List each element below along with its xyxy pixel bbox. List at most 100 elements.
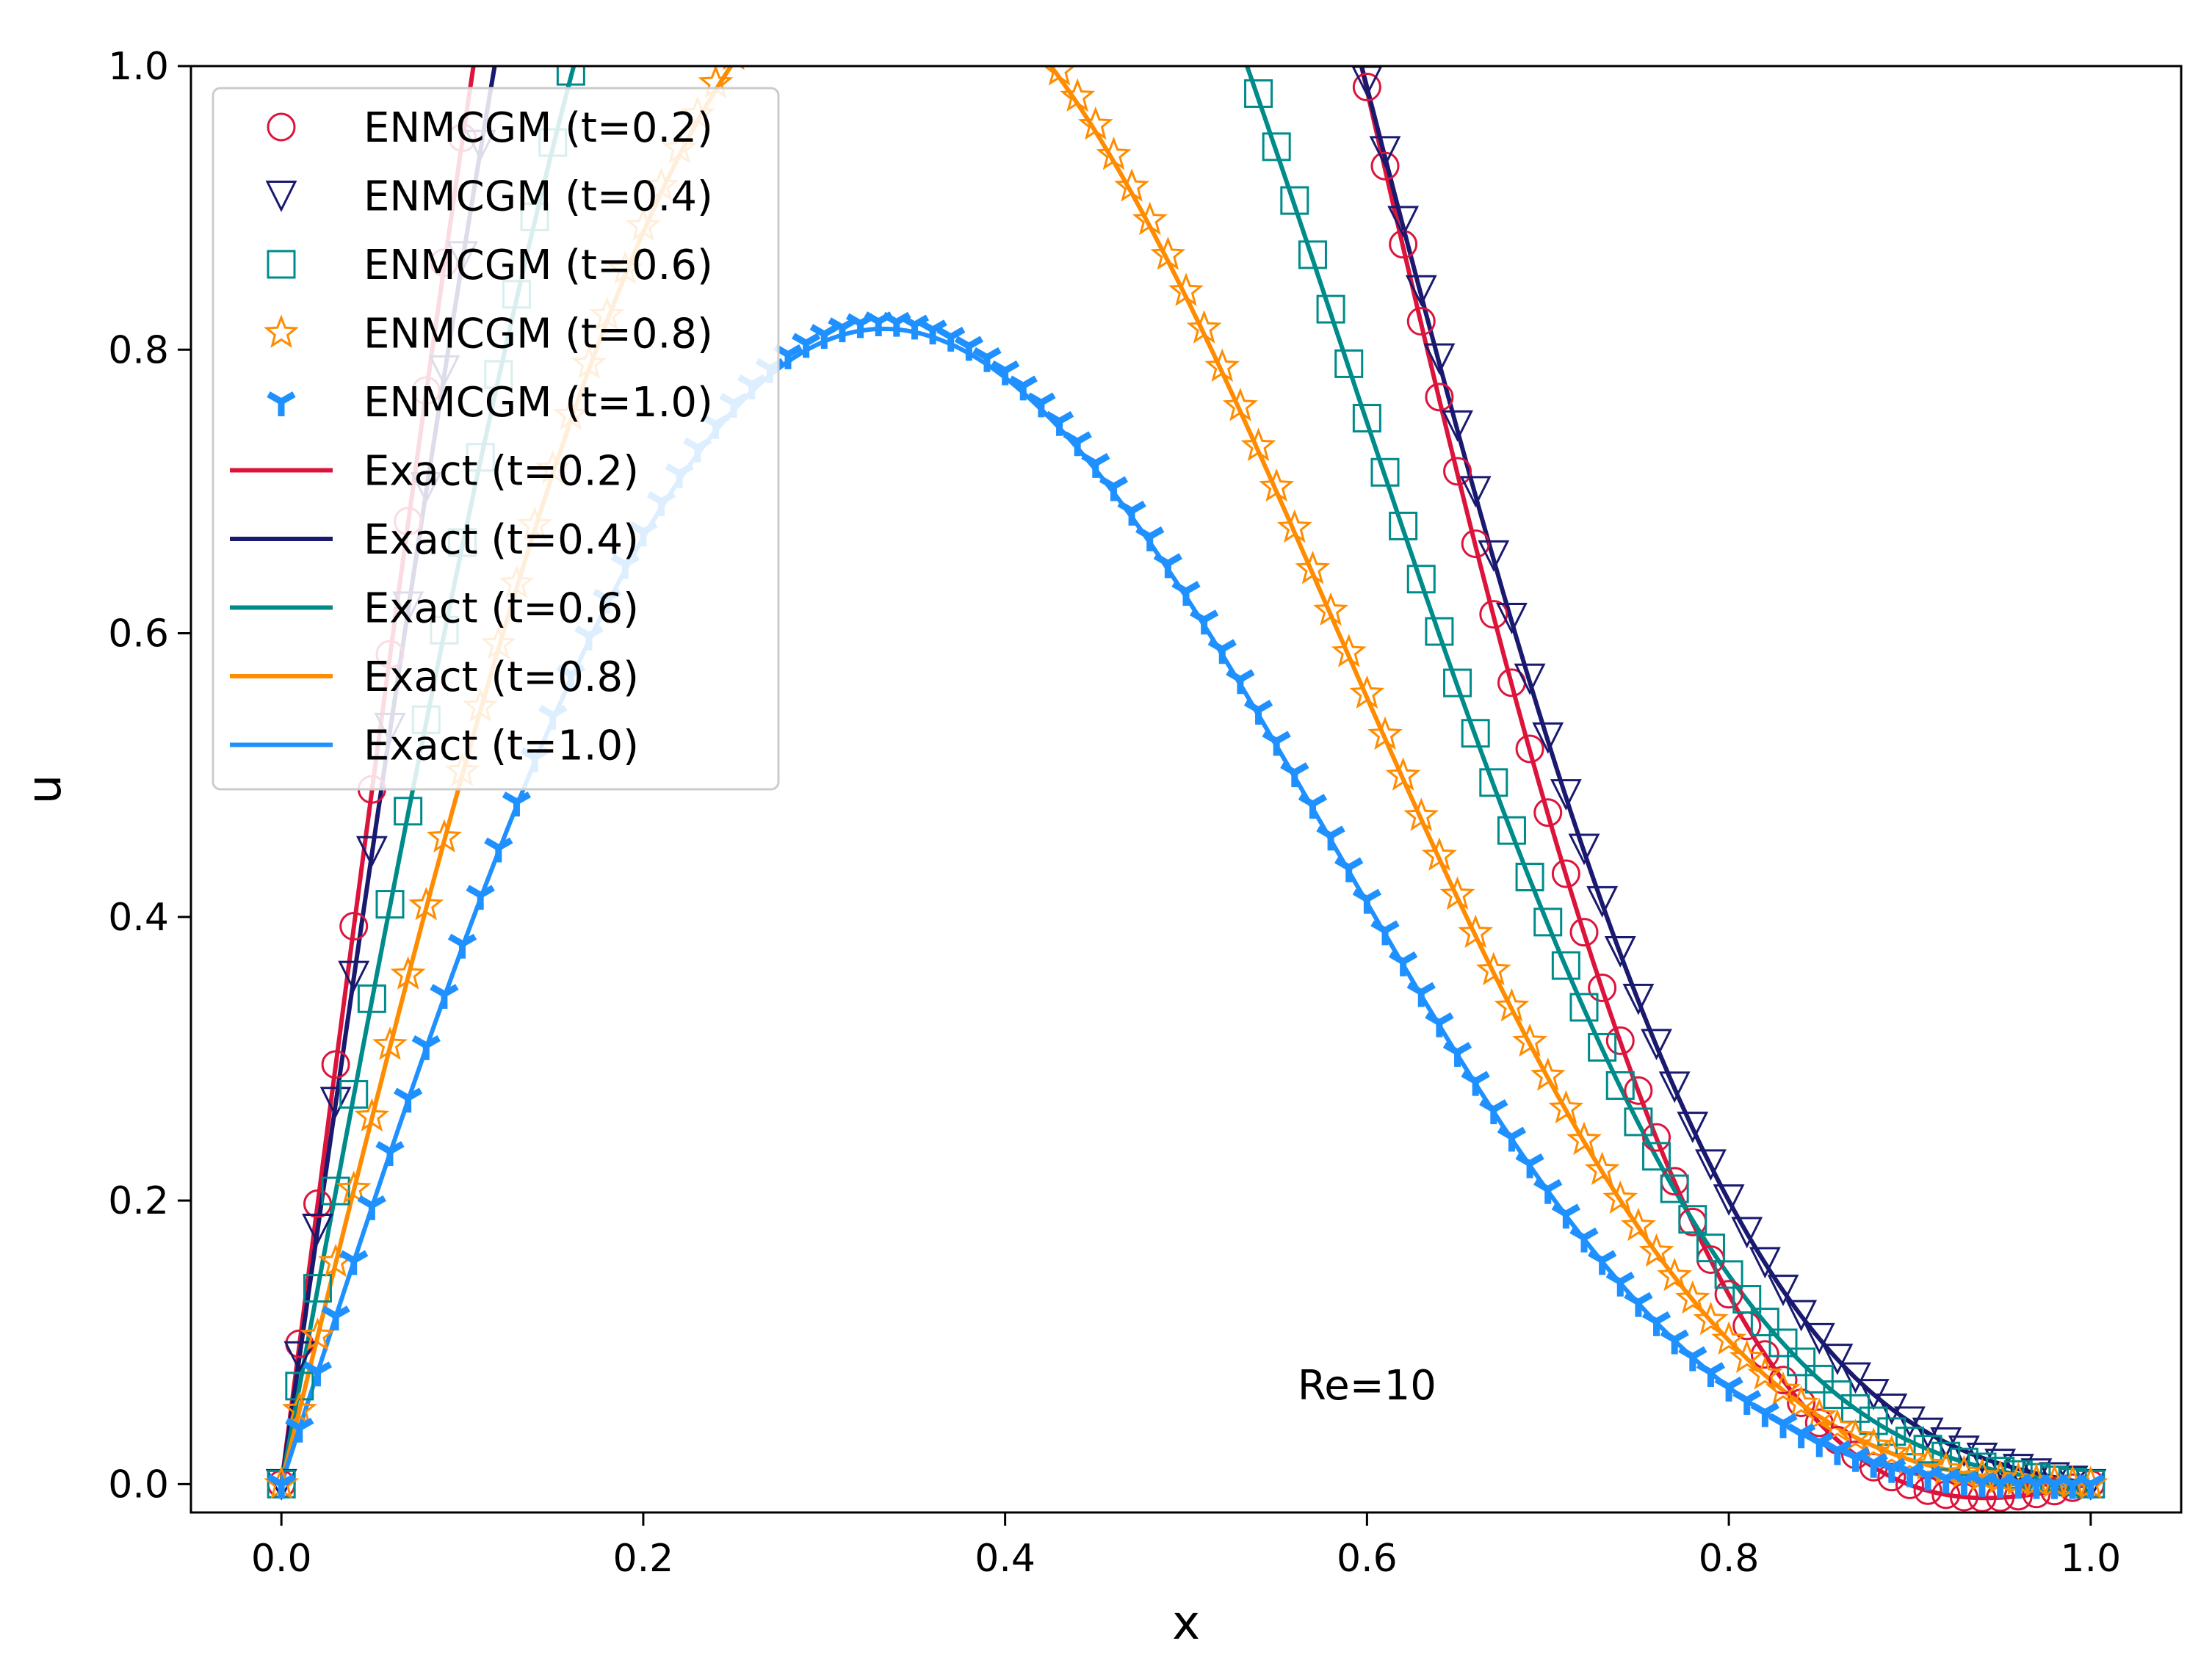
data-point-marker [1984, 1449, 2017, 1481]
data-point-marker [1512, 1023, 1548, 1057]
legend-marker-swatch [267, 391, 296, 416]
data-point-marker [1551, 951, 1580, 980]
data-point-marker [1295, 551, 1331, 584]
data-point-marker [1389, 230, 1418, 259]
data-point-marker [390, 956, 426, 990]
data-point-marker [1262, 132, 1291, 162]
data-point-marker [1837, 1418, 1873, 1452]
data-point-marker [1244, 79, 1273, 108]
data-point-marker [1405, 275, 1437, 307]
data-point-marker [484, 837, 513, 863]
exact-line-t-0-6 [279, 66, 2092, 1487]
data-point-marker [1620, 1207, 1656, 1242]
data-point-marker [1240, 427, 1276, 462]
data-point-marker [1458, 914, 1494, 949]
data-point-marker [1605, 1271, 1635, 1297]
data-point-marker [1461, 719, 1490, 748]
data-point-marker [1821, 1344, 1854, 1376]
data-point-marker [1787, 1347, 1816, 1377]
data-point-marker [1352, 404, 1381, 433]
data-point-marker [1369, 136, 1401, 168]
reynolds-number-annotation: Re=10 [1298, 1362, 1436, 1410]
data-point-marker [281, 1391, 317, 1425]
data-point-marker [1334, 349, 1364, 378]
data-point-marker [1423, 343, 1456, 375]
y-axis-title: u [18, 775, 72, 805]
x-tick-label: 0.0 [251, 1537, 312, 1581]
data-point-marker [1859, 1406, 1888, 1435]
data-point-marker [300, 1317, 336, 1351]
x-tick-label: 0.4 [975, 1537, 1035, 1581]
data-point-marker [1605, 1026, 1635, 1055]
legend-label: ENMCGM (t=0.2) [364, 104, 713, 152]
data-point-marker [1895, 1427, 1924, 1456]
data-point-marker [1750, 1340, 1779, 1369]
data-point-marker [1892, 1441, 1928, 1475]
data-point-marker [1515, 863, 1544, 892]
data-point-marker [1910, 1446, 1946, 1480]
data-point-marker [1063, 431, 1092, 457]
data-point-marker [1496, 603, 1528, 634]
data-point-marker [355, 836, 388, 868]
y-tick-label: 1.0 [108, 45, 169, 89]
data-point-marker [1801, 1397, 1837, 1432]
data-point-marker [336, 1170, 372, 1204]
data-point-marker [1515, 1153, 1544, 1178]
data-point-marker [1624, 1291, 1653, 1317]
data-point-marker [1150, 236, 1186, 270]
data-point-marker [1443, 668, 1472, 698]
data-point-marker [1674, 1280, 1710, 1314]
data-point-marker [502, 791, 532, 817]
data-point-marker [1642, 1142, 1671, 1171]
legend-label: ENMCGM (t=0.6) [364, 242, 713, 289]
y-tick-label: 0.4 [108, 896, 169, 940]
data-point-marker [1768, 1366, 1798, 1395]
data-point-marker [1442, 1042, 1472, 1068]
data-point-marker [1370, 457, 1400, 487]
data-point-marker [1280, 762, 1309, 788]
data-point-marker [408, 886, 444, 921]
data-point-marker [1403, 797, 1439, 831]
data-point-marker [1765, 1371, 1801, 1405]
data-point-marker [1568, 833, 1600, 866]
data-point-marker [1533, 798, 1563, 827]
data-point-marker [1588, 974, 1617, 1003]
data-point-marker [1207, 639, 1237, 664]
data-point-marker [990, 360, 1020, 385]
data-point-marker [1877, 1417, 1906, 1446]
data-point-marker [1819, 1408, 1855, 1443]
legend-frame [212, 87, 780, 791]
data-point-marker [339, 1250, 369, 1275]
data-point-marker [1714, 1280, 1743, 1309]
data-point-marker [1334, 857, 1364, 883]
data-point-marker [375, 890, 405, 919]
data-point-marker [1678, 1205, 1707, 1234]
data-point-marker [1768, 1328, 1798, 1358]
data-point-marker [1514, 663, 1546, 695]
data-point-marker [1731, 1217, 1763, 1249]
exact-line-t-0-4 [279, 66, 2092, 1487]
legend: ENMCGM (t=0.2) ENMCGM (t=0.4) ENMCGM (t=0.… [212, 87, 780, 791]
data-point-marker [1099, 476, 1129, 501]
data-point-marker [357, 1195, 387, 1220]
data-point-marker [791, 333, 821, 358]
data-point-marker [1243, 700, 1273, 725]
legend-label: Exact (t=1.0) [364, 722, 639, 770]
data-point-marker [936, 326, 966, 352]
y-tick-label: 0.2 [108, 1179, 169, 1223]
data-point-marker [1204, 348, 1240, 383]
data-point-marker [1804, 1364, 1834, 1394]
data-point-marker [357, 984, 386, 1013]
data-point-marker [1008, 375, 1038, 401]
data-point-marker [1479, 1099, 1508, 1125]
data-point-marker [1385, 757, 1421, 791]
data-point-marker [1352, 888, 1382, 914]
data-point-marker [1494, 988, 1530, 1022]
y-tick-label: 0.0 [108, 1463, 169, 1507]
data-point-marker [1442, 410, 1473, 442]
data-point-marker [1259, 468, 1295, 502]
data-point-marker [319, 1087, 352, 1119]
data-point-marker [1461, 1070, 1490, 1096]
data-point-marker [1425, 1012, 1454, 1037]
data-point-marker [1660, 1329, 1689, 1355]
